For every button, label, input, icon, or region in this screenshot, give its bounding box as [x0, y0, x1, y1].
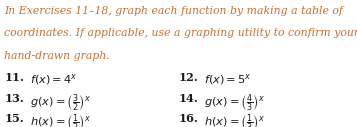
Text: 13.: 13. [4, 93, 24, 104]
Text: In Exercises 11–18, graph each function by making a table of: In Exercises 11–18, graph each function … [4, 6, 343, 16]
Text: $f(x) = 5^x$: $f(x) = 5^x$ [204, 72, 252, 87]
Text: 14.: 14. [178, 93, 198, 104]
Text: 16.: 16. [178, 113, 198, 124]
Text: 15.: 15. [4, 113, 24, 124]
Text: $h(x) = \left(\frac{1}{3}\right)^x$: $h(x) = \left(\frac{1}{3}\right)^x$ [204, 113, 266, 127]
Text: 11.: 11. [4, 72, 24, 83]
Text: $h(x) = \left(\frac{1}{2}\right)^x$: $h(x) = \left(\frac{1}{2}\right)^x$ [30, 113, 91, 127]
Text: 12.: 12. [178, 72, 198, 83]
Text: hand-drawn graph.: hand-drawn graph. [4, 51, 110, 61]
Text: $g(x) = \left(\frac{3}{2}\right)^x$: $g(x) = \left(\frac{3}{2}\right)^x$ [30, 93, 91, 114]
Text: $f(x) = 4^x$: $f(x) = 4^x$ [30, 72, 77, 87]
Text: $g(x) = \left(\frac{4}{3}\right)^x$: $g(x) = \left(\frac{4}{3}\right)^x$ [204, 93, 266, 114]
Text: coordinates. If applicable, use a graphing utility to confirm your: coordinates. If applicable, use a graphi… [4, 28, 357, 38]
